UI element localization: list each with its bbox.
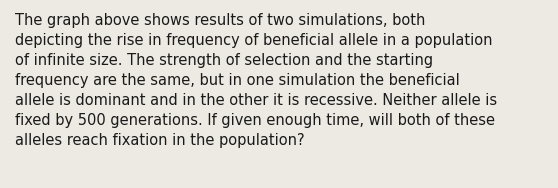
Text: The graph above shows results of two simulations, both
depicting the rise in fre: The graph above shows results of two sim…	[15, 13, 497, 148]
